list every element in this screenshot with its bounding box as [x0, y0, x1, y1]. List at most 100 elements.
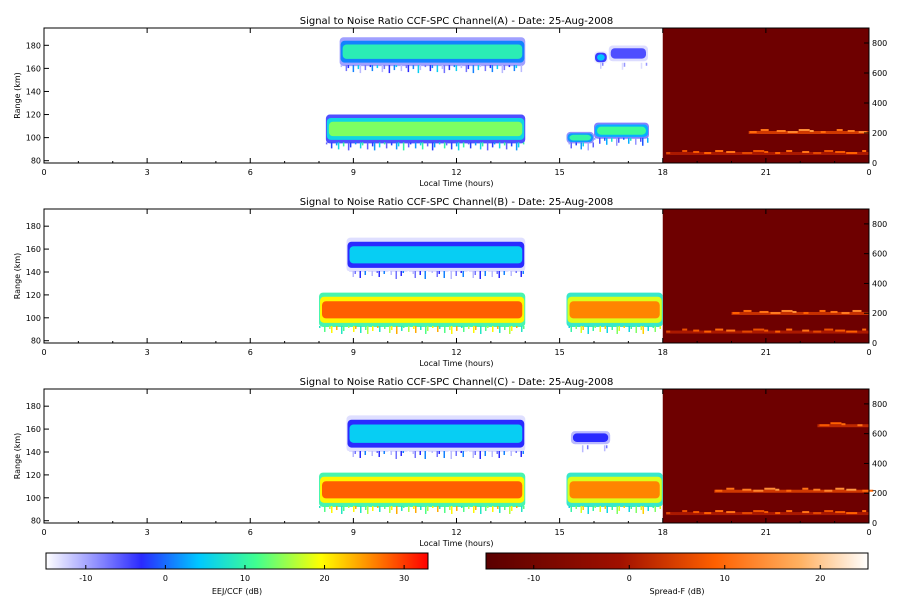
echo-speckle — [366, 142, 369, 150]
spread-f-trace-blob — [820, 131, 826, 133]
x-tick-label: 12 — [451, 348, 461, 357]
echo-speckle — [623, 62, 626, 67]
spread-f-trace-blob — [753, 328, 765, 331]
echo-speckle — [480, 325, 482, 334]
echo-speckle — [331, 325, 333, 333]
x-tick-label: 3 — [145, 528, 150, 537]
echo-speckle — [479, 270, 481, 279]
echo-speckle — [425, 505, 427, 514]
echo-speckle — [354, 270, 356, 274]
echo-speckle — [477, 65, 480, 71]
echo-speckle — [378, 270, 380, 277]
echo-speckle — [465, 65, 468, 73]
echo-speckle — [360, 505, 362, 513]
echo-layer-core — [349, 246, 523, 264]
echo-speckle — [378, 142, 381, 148]
echo-speckle — [413, 325, 415, 329]
echo-speckle — [652, 325, 654, 328]
echo-speckle — [521, 505, 523, 512]
echo-speckle — [420, 505, 422, 510]
echo-speckle — [391, 505, 393, 510]
echo-speckle — [574, 445, 577, 452]
echo-speckle — [415, 505, 417, 513]
echo-speckle — [403, 325, 405, 328]
spread-f-trace-band — [714, 489, 869, 493]
echo-speckle — [355, 325, 357, 329]
echo-speckle — [427, 505, 429, 511]
spread-f-trace — [748, 129, 869, 134]
spread-f-trace-blob — [835, 151, 846, 153]
echo-speckle — [523, 505, 525, 509]
echo-speckle — [522, 270, 524, 274]
y-tick-label-right: 800 — [872, 220, 887, 229]
echo-speckle — [419, 142, 422, 146]
echo-speckle — [462, 270, 464, 277]
echo-speckle — [640, 62, 643, 69]
echo-speckle — [520, 450, 522, 457]
echo-speckle — [595, 62, 597, 65]
echo-speckle — [376, 450, 378, 453]
y-axis-label: Range (km) — [13, 253, 22, 300]
echo-speckle — [450, 450, 452, 459]
echo-speckle — [352, 65, 355, 73]
echo-speckle — [443, 142, 446, 149]
colorbar-tick-label: -10 — [527, 574, 540, 583]
x-tick-label: 0 — [866, 348, 871, 357]
echo-speckle — [523, 325, 525, 329]
echo-speckle — [580, 142, 582, 150]
x-tick-label: 12 — [451, 528, 461, 537]
spread-f-trace-blob — [852, 309, 862, 312]
echo-speckle — [451, 325, 453, 334]
y-tick-label-left: 80 — [31, 157, 41, 166]
x-tick-label: 3 — [145, 168, 150, 177]
echo-speckle — [345, 65, 348, 72]
spread-f-trace-blob — [835, 511, 846, 514]
spread-f-trace-blob — [743, 309, 752, 312]
echo-speckle — [580, 505, 582, 513]
spread-f-trace-band — [666, 330, 869, 334]
echo-speckle — [569, 445, 572, 448]
echo-speckle — [412, 270, 414, 274]
y-tick-label-right: 0 — [872, 159, 877, 168]
echo-speckle — [388, 450, 390, 458]
spread-f-trace — [666, 150, 869, 155]
echo-speckle — [508, 65, 511, 68]
spread-f-trace-blob — [824, 489, 833, 492]
spread-f-trace-blob — [726, 329, 736, 332]
echo-speckle — [600, 62, 602, 69]
echo-speckle — [628, 325, 630, 332]
echo-speckle — [487, 505, 489, 508]
echo-speckle — [384, 505, 386, 509]
echo-speckle — [349, 142, 352, 148]
echo-speckle — [568, 142, 570, 145]
echo-speckle — [496, 65, 499, 70]
echo-speckle — [616, 505, 618, 514]
echo-speckle — [419, 65, 422, 71]
echo-layer — [594, 122, 649, 146]
y-tick-label-left: 160 — [26, 425, 41, 434]
echo-speckle — [403, 505, 405, 508]
echo-speckle — [401, 325, 403, 331]
echo-speckle — [352, 270, 354, 277]
echo-speckle — [354, 450, 356, 454]
echo-speckle — [487, 325, 489, 328]
echo-speckle — [431, 142, 434, 151]
echo-speckle — [468, 325, 470, 329]
echo-speckle — [618, 505, 620, 511]
echo-speckle — [462, 142, 465, 148]
spread-f-trace-blob — [781, 309, 793, 312]
spread-f-trace-blob — [776, 130, 786, 132]
y-tick-label-left: 80 — [31, 517, 41, 526]
colorbar-label: EEJ/CCF (dB) — [212, 587, 262, 596]
echo-speckle — [354, 142, 357, 145]
colorbar-tick-label: 30 — [399, 574, 409, 583]
echo-speckle — [426, 270, 428, 276]
echo-speckle — [319, 325, 321, 328]
echo-speckle — [582, 142, 584, 147]
spread-f-trace-blob — [803, 311, 809, 314]
x-tick-label: 15 — [555, 528, 565, 537]
echo-speckle — [604, 505, 606, 509]
echo-speckle — [496, 450, 498, 454]
echo-speckle — [364, 65, 367, 71]
echo-layer — [566, 292, 663, 334]
